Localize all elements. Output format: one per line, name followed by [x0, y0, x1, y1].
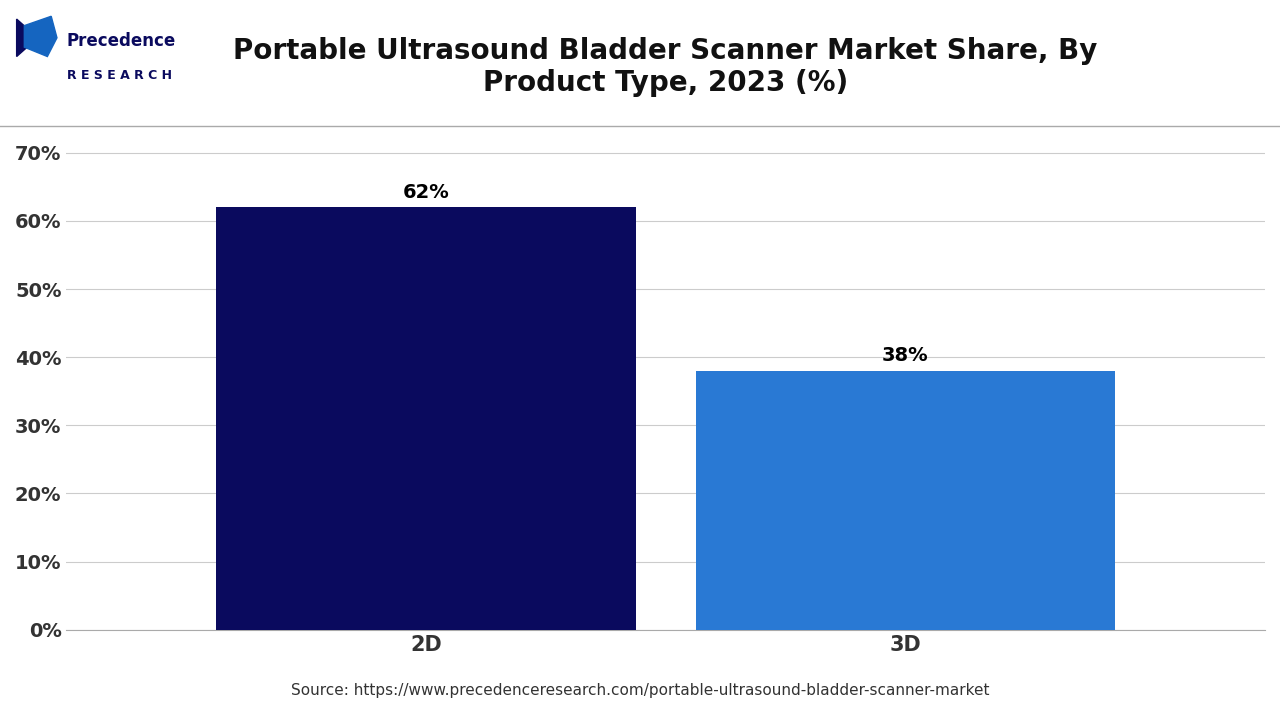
- Text: 62%: 62%: [403, 183, 449, 202]
- Text: R E S E A R C H: R E S E A R C H: [67, 68, 172, 82]
- Bar: [695, 371, 1115, 630]
- Text: 38%: 38%: [882, 346, 929, 366]
- Polygon shape: [24, 17, 58, 56]
- Bar: [216, 207, 636, 630]
- Title: Portable Ultrasound Bladder Scanner Market Share, By
Product Type, 2023 (%): Portable Ultrasound Bladder Scanner Mark…: [233, 37, 1098, 97]
- Text: Precedence: Precedence: [67, 32, 175, 50]
- Text: Source: https://www.precedenceresearch.com/portable-ultrasound-bladder-scanner-m: Source: https://www.precedenceresearch.c…: [291, 683, 989, 698]
- Polygon shape: [17, 19, 38, 56]
